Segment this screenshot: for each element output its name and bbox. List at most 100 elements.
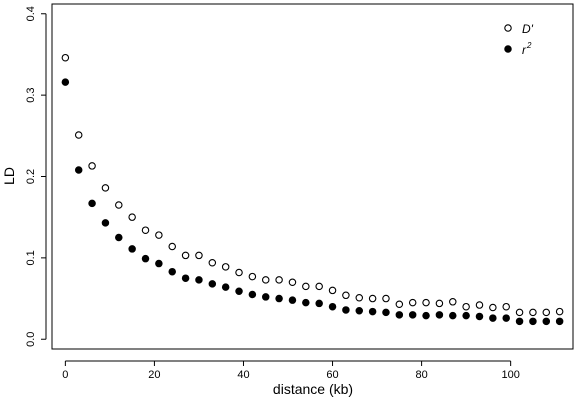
legend: D' r2 <box>504 22 534 57</box>
x-tick-label: 40 <box>237 369 249 381</box>
point-d-prime <box>195 251 203 260</box>
point-r-squared <box>74 166 83 174</box>
point-d-prime <box>462 302 470 311</box>
point-d-prime <box>475 301 484 309</box>
plot-frame <box>51 3 574 350</box>
point-r-squared <box>475 312 484 321</box>
point-r-squared <box>395 311 404 319</box>
point-d-prime <box>128 213 136 221</box>
point-r-squared <box>288 296 297 304</box>
point-d-prime <box>489 303 497 312</box>
point-d-prime <box>542 308 551 317</box>
point-r-squared <box>195 276 203 284</box>
point-d-prime <box>408 298 417 307</box>
x-axis-title: distance (kb) <box>273 381 353 397</box>
y-tick-label: 0.1 <box>25 250 37 265</box>
x-tick-label: 20 <box>148 369 160 381</box>
point-r-squared <box>515 317 524 326</box>
point-r-squared <box>88 199 96 208</box>
point-d-prime <box>275 276 283 284</box>
legend-marker-r-squared <box>504 45 512 53</box>
point-r-squared <box>408 311 417 319</box>
point-r-squared <box>342 306 350 314</box>
series-r-squared <box>61 78 564 326</box>
x-tick-label: 0 <box>62 369 68 381</box>
point-r-squared <box>422 311 430 320</box>
point-d-prime <box>235 268 243 277</box>
point-d-prime <box>208 258 217 267</box>
y-tick-label: 0.0 <box>25 332 37 347</box>
point-r-squared <box>489 314 497 322</box>
point-d-prime <box>155 231 163 239</box>
point-d-prime <box>181 251 190 260</box>
point-r-squared <box>128 245 136 253</box>
point-r-squared <box>355 307 364 315</box>
point-r-squared <box>155 259 163 268</box>
point-r-squared <box>101 219 110 227</box>
point-r-squared <box>115 233 123 242</box>
y-tick-label: 0.2 <box>25 169 37 184</box>
point-d-prime <box>302 282 310 291</box>
point-d-prime <box>355 293 364 302</box>
point-r-squared <box>141 254 150 263</box>
point-d-prime <box>422 298 430 307</box>
point-d-prime <box>248 272 257 281</box>
point-d-prime <box>88 162 96 170</box>
point-d-prime <box>382 294 390 303</box>
point-r-squared <box>302 298 310 307</box>
point-d-prime <box>368 294 377 303</box>
point-r-squared <box>435 311 444 319</box>
point-d-prime <box>141 226 150 234</box>
point-r-squared <box>555 317 564 326</box>
point-r-squared <box>168 267 176 276</box>
legend-marker-d-prime <box>504 24 512 32</box>
y-tick-label: 0.4 <box>25 6 37 21</box>
point-d-prime <box>529 308 537 317</box>
x-tick-label: 80 <box>415 369 427 381</box>
point-d-prime <box>61 53 70 62</box>
point-r-squared <box>315 299 323 308</box>
point-r-squared <box>208 280 217 288</box>
point-r-squared <box>221 283 230 291</box>
point-d-prime <box>101 184 110 192</box>
point-d-prime <box>315 282 323 291</box>
point-d-prime <box>449 298 457 306</box>
point-d-prime <box>435 299 444 308</box>
point-d-prime <box>555 307 564 316</box>
point-d-prime <box>328 286 337 295</box>
x-tick-label: 100 <box>501 369 519 381</box>
point-r-squared <box>181 274 190 282</box>
legend-label-r-squared: r2 <box>522 41 532 57</box>
point-d-prime <box>261 276 270 284</box>
point-d-prime <box>342 291 350 300</box>
point-r-squared <box>261 293 270 301</box>
point-d-prime <box>395 300 404 308</box>
point-r-squared <box>248 290 257 299</box>
point-r-squared <box>235 287 243 295</box>
point-r-squared <box>529 317 537 326</box>
point-r-squared <box>462 311 470 320</box>
point-r-squared <box>382 308 390 317</box>
point-d-prime <box>288 278 297 287</box>
x-axis: 0 20 40 60 80 100 <box>62 360 520 381</box>
legend-label-d-prime: D' <box>522 22 534 36</box>
x-tick-label: 60 <box>326 369 338 381</box>
point-r-squared <box>275 294 283 303</box>
y-tick-label: 0.3 <box>25 87 37 102</box>
y-axis-title: LD <box>1 167 17 185</box>
y-axis: 0.0 0.1 0.2 0.3 0.4 <box>25 6 47 347</box>
point-d-prime <box>115 201 123 209</box>
point-d-prime <box>74 131 83 139</box>
series-d-prime <box>61 53 564 317</box>
point-d-prime <box>221 263 230 271</box>
point-d-prime <box>515 308 524 317</box>
point-r-squared <box>328 302 337 311</box>
point-d-prime <box>502 302 510 311</box>
point-r-squared <box>449 311 457 320</box>
point-d-prime <box>168 242 176 251</box>
point-r-squared <box>61 78 70 86</box>
point-r-squared <box>502 314 510 322</box>
point-r-squared <box>542 317 551 326</box>
point-r-squared <box>368 307 377 316</box>
